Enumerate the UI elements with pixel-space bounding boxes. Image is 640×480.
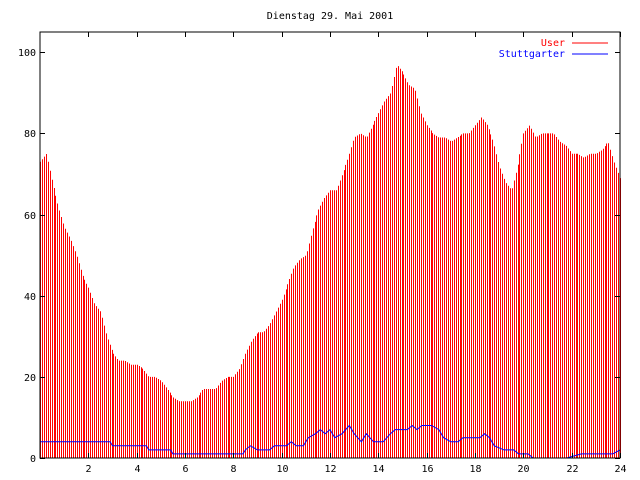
x-tick-label: 2 bbox=[85, 464, 91, 475]
legend-label-user: User bbox=[541, 38, 565, 49]
user-series-impulses bbox=[40, 66, 621, 458]
x-tick-label: 6 bbox=[182, 464, 188, 475]
y-tick-label: 100 bbox=[18, 48, 36, 59]
x-tick-label: 16 bbox=[421, 464, 433, 475]
x-tick-label: 8 bbox=[230, 464, 236, 475]
x-tick-label: 24 bbox=[614, 464, 626, 475]
y-tick-label: 80 bbox=[24, 129, 36, 140]
y-tick-label: 40 bbox=[24, 292, 36, 303]
legend-label-stuttgarter: Stuttgarter bbox=[499, 49, 565, 60]
chart-title: Dienstag 29. Mai 2001 bbox=[267, 11, 393, 22]
y-tick-label: 0 bbox=[30, 454, 36, 465]
stuttgarter-line bbox=[40, 424, 621, 459]
y-tick-label: 20 bbox=[24, 373, 36, 384]
x-tick-label: 10 bbox=[276, 464, 288, 475]
x-tick-label: 4 bbox=[134, 464, 140, 475]
y-tick-label: 60 bbox=[24, 211, 36, 222]
x-tick-label: 22 bbox=[566, 464, 578, 475]
x-tick-label: 20 bbox=[517, 464, 529, 475]
stuttgarter-series-line bbox=[40, 424, 621, 459]
legend: User Stuttgarter bbox=[499, 38, 608, 60]
x-tick-label: 12 bbox=[324, 464, 336, 475]
x-tick-label: 18 bbox=[469, 464, 481, 475]
x-tick-label: 14 bbox=[372, 464, 384, 475]
